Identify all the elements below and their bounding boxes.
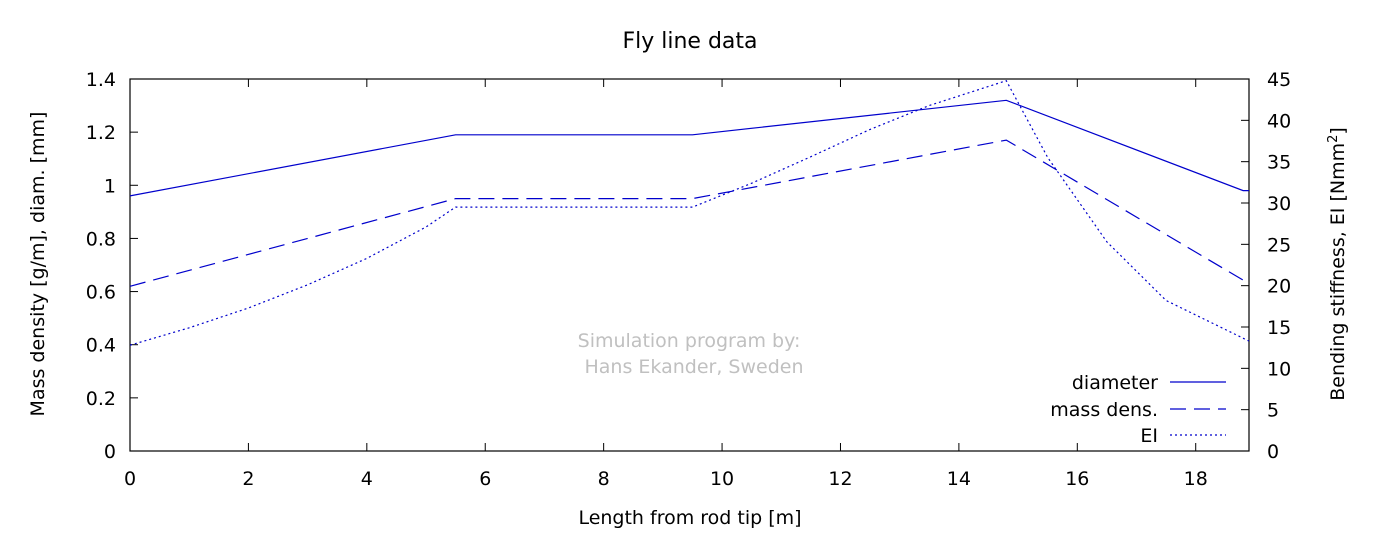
y-left-tick-label: 0.2 [86, 388, 116, 410]
y-right-tick-label: 20 [1267, 276, 1291, 298]
chart-title: Fly line data [622, 29, 757, 54]
watermark-line-1: Simulation program by: [578, 330, 801, 352]
right-y-axis-label-sup: 2 [1326, 135, 1341, 143]
series-line-ei [129, 79, 1250, 346]
plot-frame [129, 78, 1250, 452]
y-right-tick-label: 10 [1267, 358, 1291, 380]
y-right-tick-label: 30 [1267, 193, 1291, 215]
y-left-tick-label: 1 [104, 175, 116, 197]
series-line-diameter [129, 99, 1249, 197]
y-left-tick-label: 0.6 [86, 282, 116, 304]
x-tick-label: 6 [479, 468, 491, 490]
y-left-tick-label: 0 [104, 441, 116, 463]
right-y-axis-label: Bending stiffness, EI [Nmm2] [1326, 127, 1350, 401]
x-tick-label: 2 [242, 468, 254, 490]
watermark-line-2: Hans Ekander, Sweden [585, 356, 804, 378]
legend-label-mass-dens: mass dens. [1050, 399, 1158, 421]
series-layer [129, 79, 1250, 346]
legend-label-diameter: diameter [1072, 372, 1158, 394]
y-right-tick-label: 40 [1267, 110, 1291, 132]
y-left-tick-label: 0.4 [86, 335, 116, 357]
x-tick-label: 10 [710, 468, 734, 490]
x-tick-label: 14 [947, 468, 971, 490]
x-axis-label: Length from rod tip [m] [578, 507, 801, 529]
x-tick-label: 8 [598, 468, 610, 490]
y-left-tick-label: 1.4 [86, 69, 116, 91]
x-tick-label: 12 [828, 468, 852, 490]
right-y-axis-label-close: ] [1327, 127, 1349, 134]
x-tick-label: 0 [124, 468, 136, 490]
y-right-tick-label: 5 [1267, 400, 1279, 422]
legend-label-ei: EI [1140, 425, 1158, 447]
y-right-tick-label: 25 [1267, 234, 1291, 256]
y-right-tick-label: 15 [1267, 317, 1291, 339]
x-tick-label: 16 [1065, 468, 1089, 490]
left-y-axis: 0 0.2 0.4 0.6 0.8 1 1.2 1.4 [86, 69, 138, 463]
left-y-axis-label: Mass density [g/m], diam. [mm] [27, 112, 49, 417]
y-right-tick-label: 45 [1267, 69, 1291, 91]
x-axis: 0 2 4 6 8 10 12 14 16 18 [124, 79, 1208, 490]
x-tick-label: 4 [361, 468, 373, 490]
x-tick-label: 18 [1184, 468, 1208, 490]
y-left-tick-label: 1.2 [86, 122, 116, 144]
y-right-tick-label: 35 [1267, 152, 1291, 174]
right-y-axis-label-main: Bending stiffness, EI [Nmm [1327, 143, 1349, 401]
y-left-tick-label: 0.8 [86, 228, 116, 250]
y-right-tick-label: 0 [1267, 441, 1279, 463]
right-y-axis: 0 5 10 15 20 25 30 35 40 45 [1241, 69, 1291, 463]
legend: diameter mass dens. EI [1050, 372, 1226, 447]
series-line-mass-dens [129, 139, 1250, 287]
